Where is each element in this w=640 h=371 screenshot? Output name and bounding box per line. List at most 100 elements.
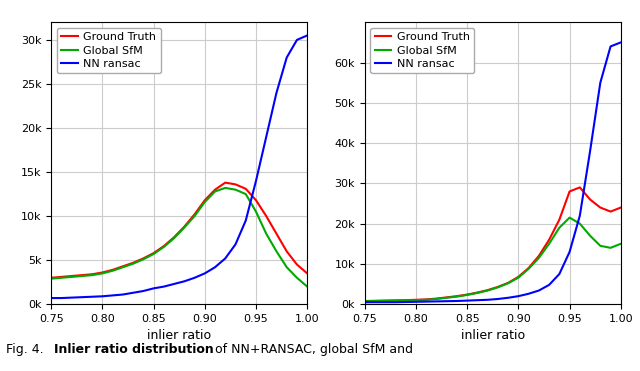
Global SfM [303,284,311,289]
NN ransac [273,91,280,95]
Global SfM [160,245,168,249]
NN ransac [371,300,379,305]
Ground Truth [504,280,512,285]
Global SfM [99,271,106,276]
Global SfM [596,244,604,248]
Ground Truth [78,273,86,278]
NN ransac [150,286,157,290]
NN ransac [596,81,604,85]
Ground Truth [545,237,553,242]
Global SfM [586,233,594,238]
NN ransac [566,250,573,254]
Text: of NN+RANSAC, global SfM and: of NN+RANSAC, global SfM and [211,343,413,356]
Ground Truth [252,198,260,203]
NN ransac [68,295,76,300]
Ground Truth [515,275,522,279]
Ground Truth [556,217,563,222]
Ground Truth [361,299,369,303]
NN ransac [525,292,532,296]
Line: Global SfM: Global SfM [51,188,307,286]
Global SfM [504,281,512,286]
Ground Truth [617,205,625,210]
NN ransac [545,283,553,287]
Global SfM [381,299,389,303]
Ground Truth [201,198,209,203]
Ground Truth [433,296,440,301]
Global SfM [232,187,239,192]
Ground Truth [140,256,147,260]
Ground Truth [535,254,543,258]
Ground Truth [242,187,250,191]
Ground Truth [273,232,280,236]
NN ransac [99,294,106,299]
Global SfM [474,291,481,295]
NN ransac [576,213,584,218]
Ground Truth [262,214,270,218]
NN ransac [515,294,522,298]
Ground Truth [150,251,157,255]
Global SfM [119,265,127,269]
NN ransac [293,38,301,42]
NN ransac [283,55,291,60]
Text: Inlier ratio distribution: Inlier ratio distribution [54,343,214,356]
Ground Truth [232,182,239,187]
NN ransac [402,300,410,304]
NN ransac [453,299,461,303]
Global SfM [525,266,532,271]
Ground Truth [453,294,461,298]
Global SfM [283,265,291,269]
NN ransac [221,256,229,260]
Ground Truth [58,275,65,279]
NN ransac [392,300,399,305]
NN ransac [303,33,311,38]
NN ransac [474,298,481,302]
Global SfM [88,273,96,278]
Ground Truth [211,187,219,192]
NN ransac [129,290,137,295]
Ground Truth [293,262,301,267]
Line: Ground Truth: Ground Truth [51,183,307,278]
NN ransac [170,282,178,286]
Global SfM [170,236,178,240]
Global SfM [607,246,614,250]
NN ransac [160,284,168,289]
NN ransac [381,300,389,305]
Ground Truth [170,235,178,240]
Global SfM [566,216,573,220]
Global SfM [576,221,584,226]
NN ransac [443,299,451,303]
NN ransac [361,300,369,305]
NN ransac [180,279,188,283]
Global SfM [191,214,198,218]
NN ransac [262,135,270,139]
NN ransac [556,272,563,276]
Global SfM [515,275,522,280]
NN ransac [140,289,147,293]
Ground Truth [402,298,410,302]
Ground Truth [99,270,106,275]
NN ransac [484,298,492,302]
Ground Truth [88,272,96,276]
Global SfM [201,200,209,204]
Ground Truth [68,274,76,278]
Global SfM [371,299,379,303]
Ground Truth [303,271,311,276]
Ground Truth [191,212,198,217]
Line: Ground Truth: Ground Truth [365,187,621,301]
NN ransac [422,299,430,304]
Global SfM [402,298,410,303]
Legend: Ground Truth, Global SfM, NN ransac: Ground Truth, Global SfM, NN ransac [57,28,161,73]
Global SfM [252,210,260,214]
Global SfM [556,226,563,230]
NN ransac [109,293,116,298]
Ground Truth [566,189,573,194]
Ground Truth [422,297,430,302]
Global SfM [545,242,553,246]
NN ransac [617,40,625,45]
Global SfM [453,294,461,299]
Ground Truth [607,209,614,214]
Ground Truth [412,298,420,302]
Global SfM [433,297,440,301]
Ground Truth [283,249,291,254]
Ground Truth [109,267,116,272]
